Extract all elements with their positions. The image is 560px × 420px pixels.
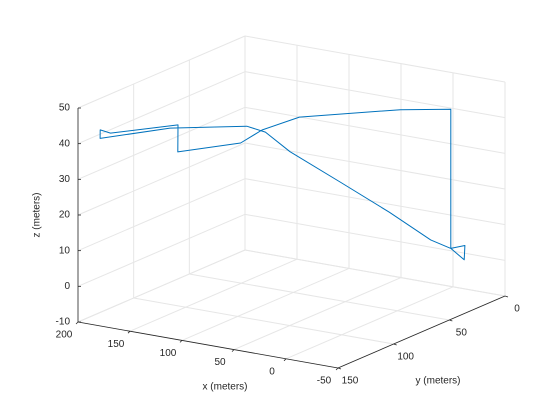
grid-line: [181, 267, 350, 341]
z-tick-label: 10: [59, 245, 71, 256]
x-tick-label: -50: [317, 376, 332, 387]
x-tick: [179, 340, 183, 343]
grid-line: [233, 277, 402, 351]
trajectory-line: [99, 108, 466, 261]
z-tick-label: 30: [59, 174, 71, 185]
x-tick: [127, 330, 131, 334]
grid-line: [244, 35, 506, 83]
grid-line: [77, 178, 246, 252]
grid-line: [77, 35, 246, 109]
z-tick-label: 0: [64, 281, 70, 292]
y-axis-title: y (meters): [416, 376, 461, 387]
y-tick: [504, 295, 509, 298]
grid-line: [133, 297, 394, 345]
z-tick-label: -10: [56, 317, 71, 328]
grid-line: [77, 142, 246, 216]
x-tick-label: 100: [160, 348, 177, 359]
y-tick: [337, 367, 342, 370]
y-tick-label: 100: [397, 352, 414, 363]
y-tick: [393, 343, 397, 346]
grid-line: [244, 249, 506, 297]
y-tick-label: 50: [456, 328, 468, 339]
x-tick: [335, 367, 339, 371]
x-tick: [75, 321, 79, 325]
grid-line: [129, 258, 298, 332]
z-axis-title: z (meters): [32, 193, 43, 238]
grid-line: [189, 273, 450, 321]
x-tick-label: 0: [269, 366, 275, 377]
grid-line: [244, 213, 506, 261]
y-tick-label: 0: [514, 304, 520, 315]
grid-line: [244, 178, 506, 226]
grid-line: [77, 106, 246, 180]
grid-line: [77, 71, 246, 145]
x-tick-label: 200: [56, 330, 73, 341]
x-axis-title: x (meters): [203, 382, 248, 393]
x-tick-label: 50: [214, 357, 226, 368]
x-tick: [283, 358, 287, 362]
grid-line: [244, 71, 506, 119]
grid-line: [285, 286, 454, 360]
y-tick: [449, 319, 453, 322]
grid-line: [77, 249, 246, 323]
z-tick-label: 20: [59, 210, 71, 221]
x-axis-line: [77, 321, 339, 369]
x-tick-label: 150: [108, 339, 125, 350]
z-tick-label: 40: [59, 138, 71, 149]
y-tick-label: 150: [342, 376, 359, 387]
y-axis-line: [337, 295, 506, 369]
grid-line: [244, 142, 506, 190]
grid-line: [77, 213, 246, 287]
x-tick: [231, 349, 235, 352]
z-tick-label: 50: [59, 103, 71, 114]
grid-line: [244, 106, 506, 154]
